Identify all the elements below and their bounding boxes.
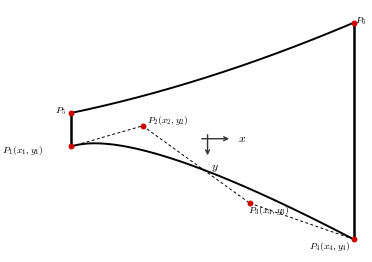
Text: $y$: $y$ [211,161,219,174]
Text: $P_5$: $P_5$ [55,105,66,117]
Point [351,21,357,25]
Point [68,144,74,149]
Point [247,201,253,205]
Text: $P_1(x_1, y_1)$: $P_1(x_1, y_1)$ [2,144,44,157]
Point [68,111,74,115]
Text: $x$: $x$ [238,132,247,145]
Text: $P_2(x_2, y_2)$: $P_2(x_2, y_2)$ [147,114,189,127]
Text: $P_6$: $P_6$ [355,15,367,27]
Text: $P_4(x_4, y_4)$: $P_4(x_4, y_4)$ [309,241,350,253]
Point [351,237,357,241]
Point [140,124,145,128]
Text: $P_3(x_3, y_3)$: $P_3(x_3, y_3)$ [248,204,290,217]
